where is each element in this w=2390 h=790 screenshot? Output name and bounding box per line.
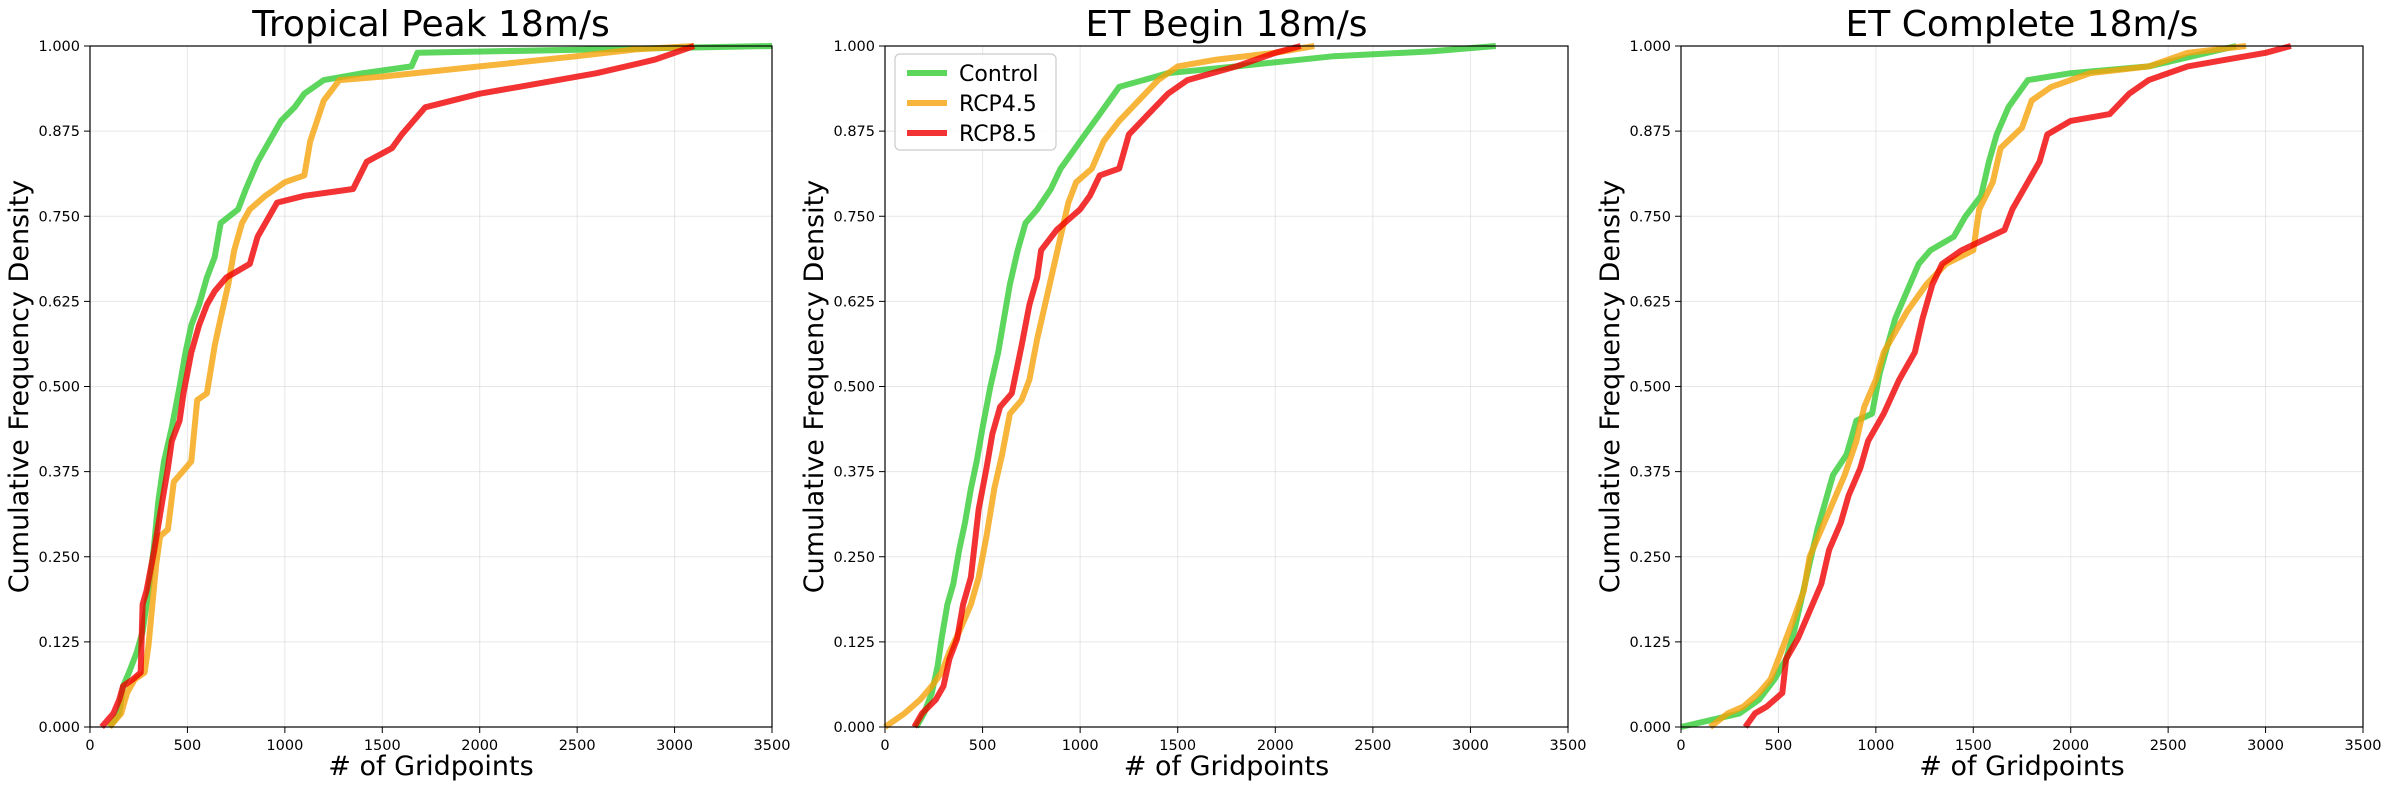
- x-tick-label: 2000: [1257, 738, 1294, 754]
- y-tick-label: 0.500: [833, 380, 875, 396]
- x-tick-label: 500: [1765, 738, 1793, 754]
- y-tick-label: 1.000: [38, 39, 80, 55]
- y-tick-label: 0.000: [833, 720, 875, 736]
- y-tick-label: 0.125: [833, 635, 875, 651]
- series-line-rcp4-5: [1708, 43, 2247, 730]
- chart-panel-1: 0 500 1000 1500 2000 2500 3000 3500 0.000 0.125 0.…: [4, 4, 790, 782]
- y-tick-label: 0.000: [1629, 720, 1671, 736]
- x-tick-label: 2000: [461, 738, 498, 754]
- x-tick-label: 500: [174, 738, 202, 754]
- chart-title: Tropical Peak 18m/s: [251, 4, 610, 45]
- y-tick-label: 0.875: [833, 124, 875, 140]
- series-line-rcp4-5: [107, 43, 695, 729]
- x-axis-label: # of Gridpoints: [328, 751, 533, 782]
- series-line-rcp8-5: [1742, 43, 2292, 729]
- legend-entry: Control: [959, 62, 1039, 87]
- series-line-control: [913, 43, 1497, 729]
- x-tick-label: 2500: [559, 738, 596, 754]
- y-tick-label: 0.375: [38, 465, 80, 481]
- y-tick-label: 0.625: [1629, 294, 1671, 310]
- y-axis-label: Cumulative Frequency Density: [1595, 180, 1626, 593]
- y-tick-label: 0.625: [833, 294, 875, 310]
- chart-title: ET Begin 18m/s: [1086, 4, 1368, 45]
- y-tick-label: 0.500: [1629, 380, 1671, 396]
- y-tick-label: 0.375: [833, 465, 875, 481]
- x-tick-label: 1500: [1159, 738, 1196, 754]
- y-tick-label: 0.375: [1629, 465, 1671, 481]
- legend-entry: RCP8.5: [959, 122, 1037, 147]
- x-tick-label: 0: [85, 738, 94, 754]
- x-tick-label: 3500: [754, 738, 791, 754]
- x-tick-label: 1000: [1857, 738, 1894, 754]
- x-tick-label: 1500: [364, 738, 401, 754]
- chart-panel-2: 0 500 1000 1500 2000 2500 3000 3500 0.000 0.125 0.…: [799, 4, 1586, 782]
- y-tick-label: 0.250: [833, 550, 875, 566]
- x-tick-label: 3000: [656, 738, 693, 754]
- x-tick-label: 0: [880, 738, 889, 754]
- y-tick-label: 0.000: [38, 720, 80, 736]
- x-tick-label: 3000: [1452, 738, 1489, 754]
- legend: Control RCP4.5 RCP8.5: [894, 53, 1057, 151]
- y-tick-label: 0.875: [1629, 124, 1671, 140]
- chart-panel-3: 0 500 1000 1500 2000 2500 3000 3500 0.000 0.125 0.…: [1595, 4, 2381, 782]
- x-tick-label: 1000: [266, 738, 303, 754]
- x-tick-label: 2500: [2150, 738, 2187, 754]
- y-tick-label: 0.750: [833, 209, 875, 225]
- x-axis-label: # of Gridpoints: [1124, 751, 1329, 782]
- y-tick-label: 0.750: [1629, 209, 1671, 225]
- x-tick-label: 3000: [2247, 738, 2284, 754]
- y-axis-label: Cumulative Frequency Density: [799, 180, 830, 593]
- y-tick-label: 0.750: [38, 209, 80, 225]
- x-tick-label: 3500: [2345, 738, 2382, 754]
- y-tick-label: 0.500: [38, 380, 80, 396]
- y-tick-label: 0.875: [38, 124, 80, 140]
- x-tick-label: 2500: [1354, 738, 1391, 754]
- x-tick-label: 1000: [1062, 738, 1099, 754]
- y-tick-label: 1.000: [1629, 39, 1671, 55]
- legend-entry: RCP4.5: [959, 92, 1037, 117]
- y-tick-label: 0.250: [38, 550, 80, 566]
- y-tick-label: 0.625: [38, 294, 80, 310]
- y-axis-label: Cumulative Frequency Density: [4, 180, 35, 593]
- x-tick-label: 500: [969, 738, 997, 754]
- x-tick-label: 1500: [1955, 738, 1992, 754]
- series-line-rcp8-5: [911, 43, 1302, 729]
- x-axis-label: # of Gridpoints: [1919, 751, 2124, 782]
- x-tick-label: 2000: [2052, 738, 2089, 754]
- y-tick-label: 0.125: [38, 635, 80, 651]
- y-tick-label: 0.250: [1629, 550, 1671, 566]
- legend-box: [894, 53, 1057, 151]
- series-line-rcp8-5: [99, 43, 696, 729]
- y-tick-label: 1.000: [833, 39, 875, 55]
- x-tick-label: 3500: [1550, 738, 1587, 754]
- chart-title: ET Complete 18m/s: [1846, 4, 2199, 45]
- y-tick-label: 0.125: [1629, 635, 1671, 651]
- x-tick-label: 0: [1676, 738, 1685, 754]
